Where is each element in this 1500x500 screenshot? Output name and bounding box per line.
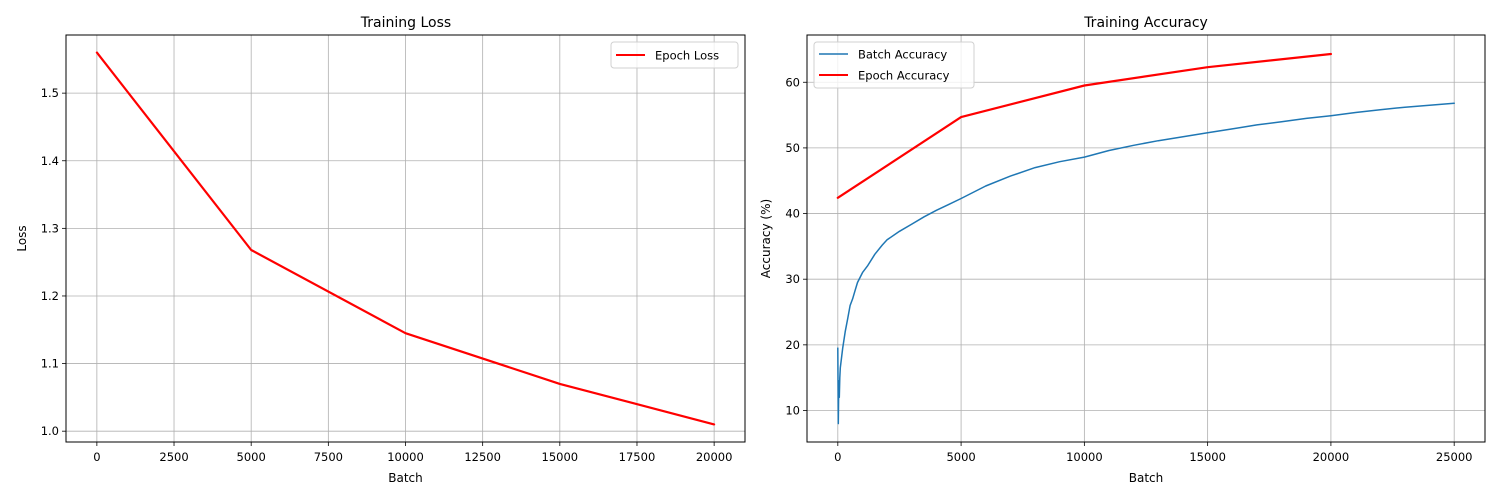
accuracy-x-tick-label: 0 xyxy=(834,450,841,464)
loss-x-tick-label: 10000 xyxy=(387,450,424,464)
accuracy-y-tick-label: 60 xyxy=(785,75,800,89)
loss-x-axis-label: Batch xyxy=(388,471,423,485)
loss-y-tick-label: 1.0 xyxy=(41,424,59,438)
accuracy-x-tick-label: 15000 xyxy=(1189,450,1226,464)
accuracy-y-axis-label: Accuracy (%) xyxy=(759,199,773,278)
accuracy-legend-box xyxy=(813,41,975,89)
accuracy-x-tick-label: 25000 xyxy=(1436,450,1473,464)
accuracy-y-tick-label: 50 xyxy=(785,141,800,155)
series-line-epoch-loss xyxy=(95,51,716,426)
accuracy-legend: Batch Accuracy Epoch Accuracy xyxy=(813,41,975,89)
accuracy-legend-label-batch-accuracy: Batch Accuracy xyxy=(858,48,947,62)
loss-x-tick-label: 17500 xyxy=(619,450,656,464)
accuracy-y-tick-label: 30 xyxy=(785,272,800,286)
loss-x-tick-label: 5000 xyxy=(237,450,266,464)
accuracy-plot-frame xyxy=(806,34,1486,443)
loss-x-tick-label: 0 xyxy=(93,450,100,464)
loss-y-axis-label: Loss xyxy=(15,225,29,251)
loss-y-tick-label: 1.2 xyxy=(41,289,59,303)
accuracy-y-tick-label: 10 xyxy=(785,403,800,417)
accuracy-legend-label-epoch-accuracy: Epoch Accuracy xyxy=(858,69,950,83)
loss-legend-box xyxy=(610,41,739,69)
series-line-batch-accuracy xyxy=(837,102,1455,425)
accuracy-chart: Training Accuracy 0 5000 10000 15000 20000 25… xyxy=(759,15,1486,485)
accuracy-x-tick-label: 20000 xyxy=(1313,450,1350,464)
loss-x-tick-label: 15000 xyxy=(542,450,579,464)
series-line-epoch-accuracy xyxy=(836,52,1333,199)
loss-x-tick-label: 12500 xyxy=(464,450,501,464)
loss-x-tick-label: 7500 xyxy=(314,450,343,464)
accuracy-y-tick-label: 20 xyxy=(785,338,800,352)
loss-legend: Epoch Loss xyxy=(610,41,739,69)
loss-plot-frame xyxy=(65,34,746,443)
accuracy-x-tick-label: 10000 xyxy=(1066,450,1103,464)
loss-chart-title: Training Loss xyxy=(360,15,451,31)
loss-x-tick-label: 20000 xyxy=(696,450,733,464)
loss-legend-label-epoch-loss: Epoch Loss xyxy=(655,49,719,63)
accuracy-x-tick-label: 5000 xyxy=(946,450,975,464)
accuracy-x-axis-label: Batch xyxy=(1129,471,1164,485)
accuracy-chart-title: Training Accuracy xyxy=(1083,15,1208,31)
loss-y-tick-label: 1.4 xyxy=(41,154,59,168)
loss-x-tick-label: 2500 xyxy=(159,450,188,464)
accuracy-y-tick-label: 40 xyxy=(785,207,800,221)
loss-y-tick-label: 1.5 xyxy=(41,86,59,100)
loss-y-tick-label: 1.3 xyxy=(41,221,59,235)
loss-y-tick-label: 1.1 xyxy=(41,357,59,371)
loss-chart: Training Loss 0 2500 5000 7500 10000 12500 150… xyxy=(15,15,746,485)
